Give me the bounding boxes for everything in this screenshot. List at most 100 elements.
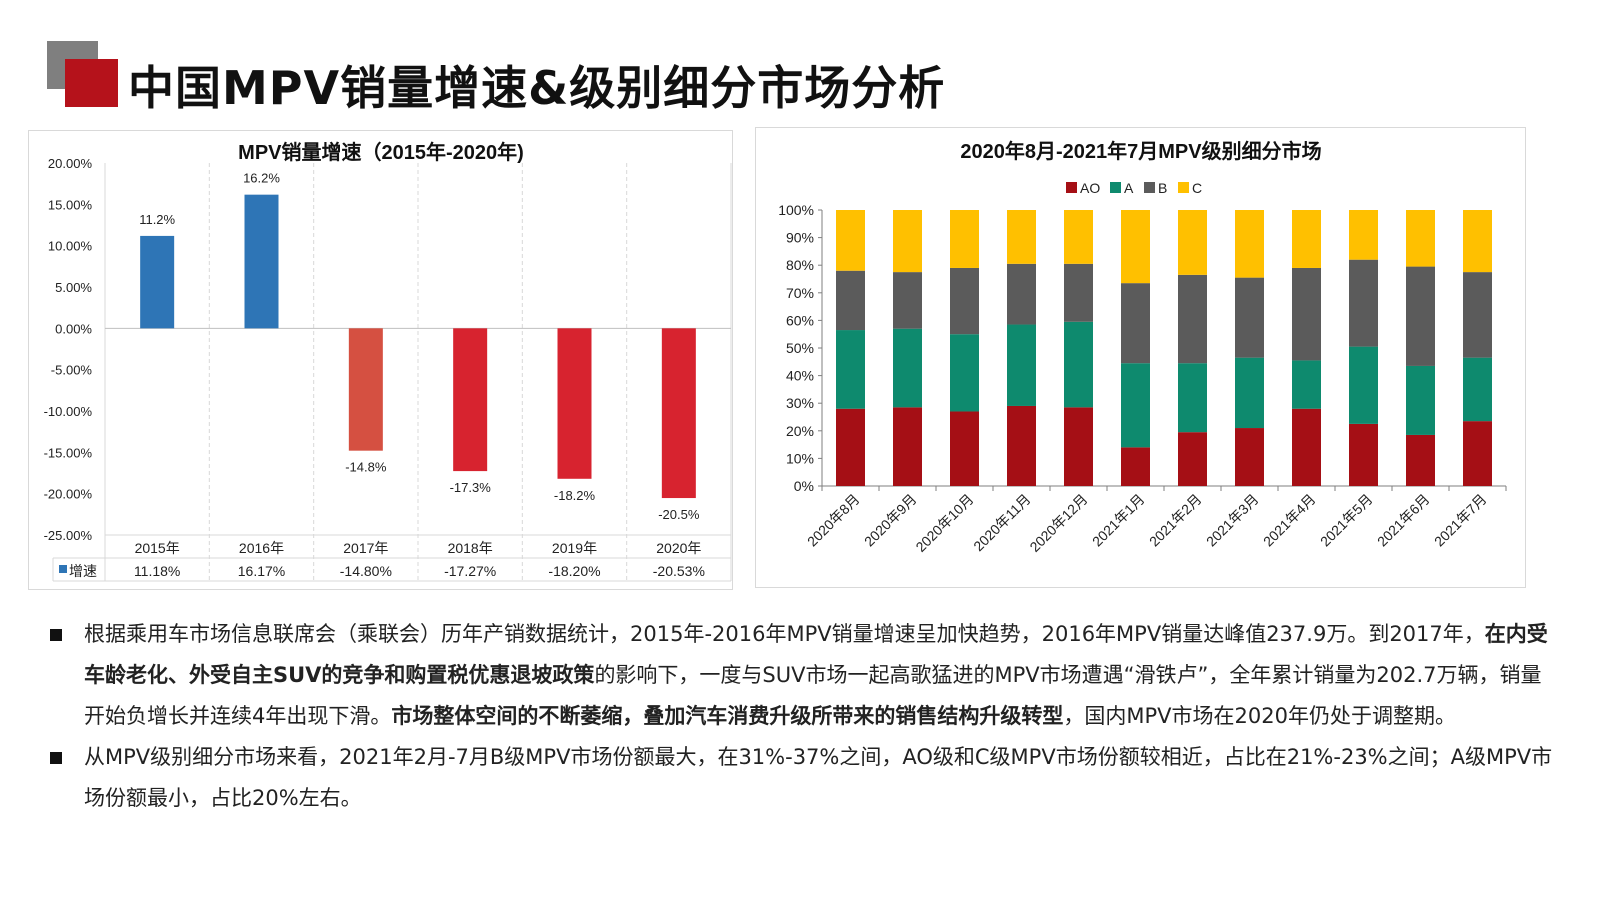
bar-segment-B (1463, 272, 1492, 358)
bar-segment-AO (950, 411, 979, 486)
bar-segment-AO (1463, 421, 1492, 486)
bold-text-run: 在内受车龄老化、外受自主SUV的竞争和购置税优惠退坡政策 (84, 622, 1548, 687)
x-tick-label: 2021年5月 (1317, 491, 1376, 550)
bar-segment-AO (1406, 434, 1435, 486)
segment-chart-panel: 2020年8月-2021年7月MPV级别细分市场 AO A B C 100% 90% 80% 7… (755, 127, 1526, 588)
y-tick-label: 0% (794, 478, 814, 494)
bar-segment-C (836, 210, 865, 271)
bar-segment-B (1064, 263, 1093, 322)
bar-segment-C (1178, 210, 1207, 275)
bar-segment-A (1406, 365, 1435, 435)
bar-2020年 (661, 328, 696, 499)
x-tick-label: 2019年 (552, 540, 597, 556)
text-run: 的影响下，一度与SUV市场一起高歌猛进的MPV市场遭遇“滑铁卢”，全年累计销量为… (84, 663, 1542, 728)
bar-segment-A (1292, 360, 1321, 409)
text-run: 根据乘用车市场信息联席会（乘联会）历年产销数据统计，2015年-2016年MPV… (84, 622, 1485, 646)
bar-segment-B (1349, 259, 1378, 347)
bar-segment-A (950, 334, 979, 412)
bar-2016年 (244, 194, 279, 329)
bar-segment-A (1007, 324, 1036, 406)
legend-label: AO (1080, 180, 1100, 196)
legend-swatch-C (1178, 182, 1189, 193)
bar-segment-B (1292, 267, 1321, 361)
x-tick-label: 2020年12月 (1026, 491, 1090, 555)
bar-segment-B (1178, 274, 1207, 364)
x-tick-label: 2021年4月 (1260, 491, 1319, 550)
bar-segment-B (1121, 283, 1150, 364)
bar-segment-B (1406, 266, 1435, 366)
bar-segment-B (1235, 277, 1264, 358)
bar-segment-A (1349, 346, 1378, 424)
data-label: 11.2% (139, 212, 175, 227)
bar-segment-C (1235, 210, 1264, 278)
table-value: -18.20% (548, 563, 600, 579)
y-tick-label: 5.00% (55, 280, 92, 295)
bar-segment-B (1007, 263, 1036, 325)
y-tick-label: 70% (786, 285, 814, 301)
x-tick-label: 2020年9月 (861, 491, 920, 550)
data-label: -20.5% (658, 507, 700, 522)
y-tick-label: 20.00% (48, 156, 93, 171)
bar-2018年 (453, 328, 488, 472)
bar-segment-AO (1178, 432, 1207, 486)
page-title: 中国MPV销量增速&级别细分市场分析 (128, 61, 946, 115)
data-label: 16.2% (243, 171, 280, 186)
x-tick-label: 2020年8月 (804, 491, 863, 550)
bullet-2: 从MPV级别细分市场来看，2021年2月-7月B级MPV市场份额最大，在31%-… (50, 737, 1560, 819)
segment-chart: 2020年8月-2021年7月MPV级别细分市场 AO A B C 100% 90% 80% 7… (778, 139, 1507, 555)
x-tick-label: 2021年7月 (1431, 491, 1490, 550)
text-run: ，国内MPV市场在2020年仍处于调整期。 (1063, 704, 1456, 728)
growth-chart: MPV销量增速（2015年-2020年) 20.00% 15.00% 10.00% 5.… (44, 140, 732, 582)
legend-swatch-A (1110, 182, 1121, 193)
bar-segment-A (1235, 357, 1264, 429)
y-tick-label: 15.00% (48, 197, 93, 212)
x-tick-label: 2021年6月 (1374, 491, 1433, 550)
data-label: -14.8% (345, 460, 387, 475)
table-value: 16.17% (238, 563, 285, 579)
y-tick-label: -10.00% (44, 404, 93, 419)
bar-segment-AO (1349, 423, 1378, 486)
bar-segment-A (893, 328, 922, 408)
bar-segment-B (893, 272, 922, 329)
x-tick-label: 2017年 (343, 540, 388, 556)
x-tick-label: 2020年11月 (970, 491, 1033, 554)
analysis-text: 根据乘用车市场信息联席会（乘联会）历年产销数据统计，2015年-2016年MPV… (50, 614, 1560, 819)
text-run: 从MPV级别细分市场来看，2021年2月-7月B级MPV市场份额最大，在31%-… (84, 745, 1553, 810)
legend-label: C (1192, 180, 1202, 196)
table-value: 11.18% (134, 563, 180, 579)
x-tick-label: 2015年 (135, 540, 180, 556)
bold-text-run: 市场整体空间的不断萎缩，叠加汽车消费升级所带来的销售结构升级转型 (391, 704, 1064, 728)
x-tick-label: 2021年1月 (1089, 491, 1148, 550)
legend-label: A (1124, 180, 1134, 196)
x-tick-label: 2021年3月 (1203, 491, 1262, 550)
bullet-square-icon (50, 752, 62, 764)
bar-segment-C (1349, 210, 1378, 260)
y-tick-label: -20.00% (44, 487, 93, 502)
bar-segment-AO (1064, 407, 1093, 486)
y-tick-label: 20% (786, 423, 814, 439)
y-tick-label: -25.00% (44, 528, 93, 543)
data-label: -17.3% (450, 480, 492, 495)
bar-segment-C (1406, 210, 1435, 267)
x-tick-label: 2021年2月 (1146, 491, 1205, 550)
bar-segment-C (893, 210, 922, 273)
chart-title: 2020年8月-2021年7月MPV级别细分市场 (960, 139, 1321, 163)
bar-segment-C (1121, 210, 1150, 284)
y-tick-label: 60% (786, 312, 814, 328)
bullet-square-icon (50, 629, 62, 641)
x-tick-label: 2016年 (239, 540, 284, 556)
x-tick-label: 2020年10月 (912, 491, 976, 555)
bar-segment-AO (836, 408, 865, 486)
chart-title: MPV销量增速（2015年-2020年) (238, 140, 524, 164)
y-tick-label: 10% (786, 450, 814, 466)
legend-swatch (59, 565, 67, 573)
table-value: -20.53% (653, 563, 705, 579)
bullet-1: 根据乘用车市场信息联席会（乘联会）历年产销数据统计，2015年-2016年MPV… (50, 614, 1560, 737)
bar-segment-AO (1235, 428, 1264, 486)
paragraph-2: 从MPV级别细分市场来看，2021年2月-7月B级MPV市场份额最大，在31%-… (84, 745, 1552, 810)
bar-segment-AO (1007, 405, 1036, 486)
bar-segment-B (950, 267, 979, 335)
data-label: -18.2% (554, 488, 596, 503)
bar-segment-C (1064, 210, 1093, 264)
y-tick-label: -15.00% (44, 445, 93, 460)
